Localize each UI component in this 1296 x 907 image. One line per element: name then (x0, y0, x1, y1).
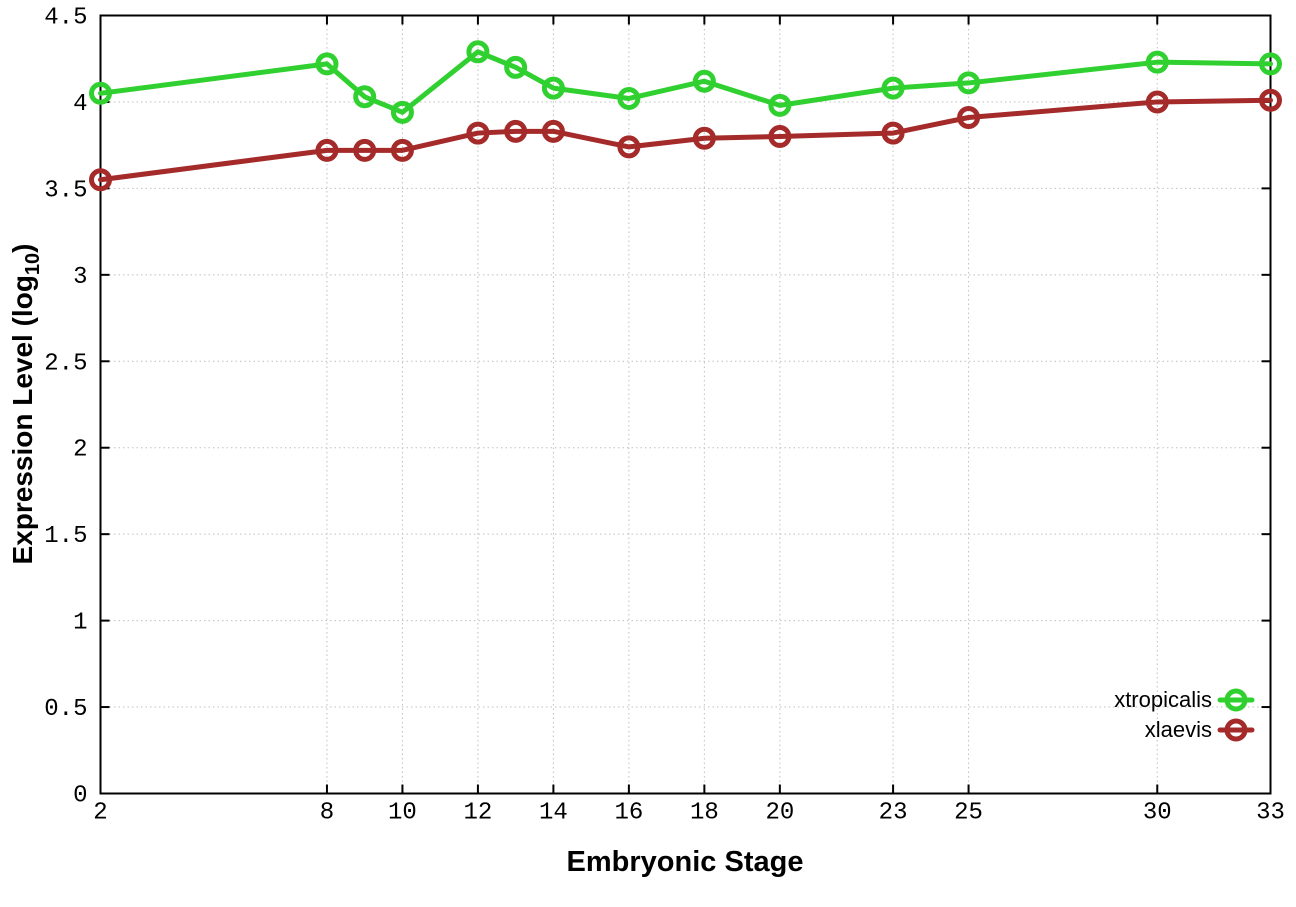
y-tick-label: 4.5 (44, 5, 87, 32)
marker-xtropicalis (466, 40, 490, 64)
x-tick-label: 18 (690, 800, 719, 827)
marker-xlaevis (315, 138, 339, 162)
marker-xlaevis (89, 168, 112, 192)
y-tick-label: 2 (73, 437, 87, 464)
x-tick-label: 20 (765, 800, 794, 827)
marker-xlaevis (881, 121, 905, 145)
y-tick-label: 3 (73, 264, 87, 291)
series-line-xtropicalis (98, 49, 1273, 115)
marker-xtropicalis (541, 76, 565, 100)
marker-xlaevis (541, 119, 565, 143)
marker-xtropicalis (768, 93, 792, 117)
legend-label-xlaevis: xlaevis (1144, 717, 1212, 742)
series-line-xlaevis (98, 97, 1273, 183)
y-tick-label: 3.5 (44, 177, 87, 204)
marker-xlaevis (692, 126, 716, 150)
marker-xlaevis (957, 106, 981, 130)
marker-xtropicalis (957, 71, 981, 95)
x-tick-label: 33 (1256, 800, 1285, 827)
marker-xlaevis (768, 125, 792, 149)
y-axis-title-text: Expression Level (log (7, 275, 38, 565)
x-tick-label: 16 (614, 800, 643, 827)
legend-sample-marker-xtropicalis (1224, 688, 1248, 712)
x-tick-label: 8 (320, 800, 334, 827)
legend-label-xtropicalis: xtropicalis (1114, 687, 1212, 712)
x-tick-label: 30 (1143, 800, 1172, 827)
y-axis-title-close: ) (7, 243, 38, 253)
legend-sample-marker-xlaevis (1224, 718, 1248, 742)
marker-xtropicalis (881, 76, 905, 100)
x-tick-label: 12 (464, 800, 493, 827)
x-tick-label: 14 (539, 800, 568, 827)
x-tick-label: 25 (954, 800, 983, 827)
x-tick-label: 23 (879, 800, 908, 827)
marker-xtropicalis (617, 86, 641, 110)
marker-xlaevis (1259, 88, 1282, 112)
marker-xlaevis (466, 121, 490, 145)
marker-xlaevis (617, 135, 641, 159)
marker-xlaevis (353, 138, 377, 162)
y-axis-title-subscript: 10 (22, 252, 44, 276)
marker-xlaevis (504, 119, 528, 143)
marker-xlaevis (1145, 90, 1169, 114)
y-axis-title: Expression Level (log10) (7, 189, 47, 619)
marker-xtropicalis (1259, 52, 1282, 76)
y-tick-label: 4 (73, 91, 87, 118)
marker-xtropicalis (692, 69, 716, 93)
marker-xtropicalis (504, 55, 528, 79)
y-tick-label: 1 (73, 610, 87, 637)
marker-xtropicalis (1145, 50, 1169, 74)
marker-xtropicalis (390, 100, 414, 124)
y-tick-label: 2.5 (44, 350, 87, 377)
y-tick-label: 0.5 (44, 696, 87, 723)
marker-xtropicalis (315, 52, 339, 76)
x-tick-label: 2 (93, 800, 107, 827)
marker-xlaevis (390, 138, 414, 162)
y-tick-label: 0 (73, 783, 87, 810)
x-axis-title: Embryonic Stage (566, 846, 804, 878)
marker-xtropicalis (89, 81, 112, 105)
plot-border (99, 14, 1272, 795)
marker-xtropicalis (353, 85, 377, 109)
y-tick-label: 1.5 (44, 523, 87, 550)
x-tick-label: 10 (388, 800, 417, 827)
